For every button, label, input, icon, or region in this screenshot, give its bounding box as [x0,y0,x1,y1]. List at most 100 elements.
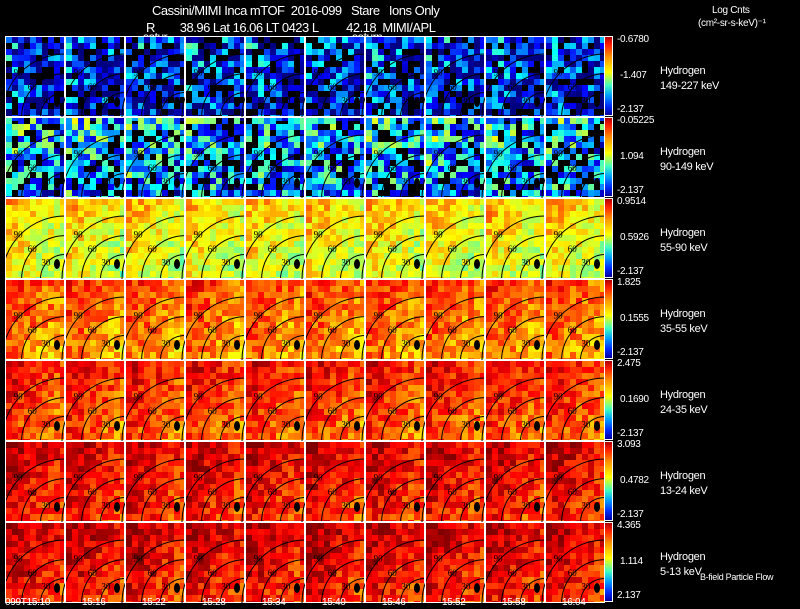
heatmap-cell [240,49,246,55]
heatmap-cell [522,130,528,136]
heatmap-cell [498,229,504,235]
contour-line [61,134,126,199]
heatmap-cell [60,79,66,85]
heatmap-cell [300,253,306,259]
heatmap-cell [150,130,156,136]
heatmap-cell [138,205,144,211]
heatmap-cell [114,304,120,310]
heatmap-cell [492,190,498,196]
heatmap-cell [384,235,390,241]
heatmap-cell [24,229,30,235]
heatmap-cell [432,79,438,85]
heatmap-cell [66,286,72,292]
heatmap-cell [174,118,180,124]
heatmap-cell [78,223,84,229]
heatmap-cell [66,49,72,55]
heatmap-cell [294,223,300,229]
heatmap-cell [516,172,522,178]
heatmap-cell [78,79,84,85]
heatmap-cell [498,124,504,130]
heatmap-cell [30,160,36,166]
heatmap-cell [12,178,18,184]
heatmap-cell [540,235,546,241]
heatmap-cell [240,178,246,184]
heatmap-cell [342,190,348,196]
heatmap-cell [390,298,396,304]
heatmap-cell [462,199,468,205]
heatmap-cell [96,271,102,277]
heatmap-cell [174,73,180,79]
heatmap-cell [72,148,78,154]
heatmap-cell [384,223,390,229]
heatmap-cell [288,172,294,178]
heatmap-cell [576,55,582,61]
heatmap-cell [168,37,174,43]
heatmap-cell [60,43,66,49]
heatmap-cell [384,241,390,247]
heatmap-cell [324,172,330,178]
heatmap-cell [570,229,576,235]
heatmap-cell [486,148,492,154]
heatmap-cell [108,310,114,316]
heatmap-cell [480,79,486,85]
heatmap-cell [510,217,516,223]
heatmap-cell [276,49,282,55]
heatmap-cell [108,61,114,67]
heatmap-cell [336,178,342,184]
heatmap-cell [330,229,336,235]
heatmap-cell [414,241,420,247]
heatmap-cell [42,118,48,124]
heatmap-cell [168,118,174,124]
heatmap-cell [240,241,246,247]
heatmap-cell [318,85,324,91]
heatmap-cell [600,217,605,223]
heatmap-cell [90,172,96,178]
heatmap-cell [366,304,372,310]
heatmap-cell [462,292,468,298]
contour-line [40,335,66,361]
heatmap-cell [390,142,396,148]
heatmap-cell [390,265,396,271]
heatmap-cell [204,286,210,292]
heatmap-cell [210,259,216,265]
heatmap-cell [348,205,354,211]
heatmap-cell [486,271,492,277]
heatmap-cell [18,280,24,286]
heatmap-cell [474,124,480,130]
heatmap-cell [228,280,234,286]
heatmap-cell [294,73,300,79]
heatmap-cell [138,136,144,142]
heatmap-cell [378,55,384,61]
heatmap-cell [324,247,330,253]
heatmap-cell [264,124,270,130]
heatmap-cell [462,43,468,49]
contour-line [301,215,366,280]
heatmap-cell [546,109,552,115]
heatmap-cell [18,229,24,235]
heatmap-cell [588,166,594,172]
heatmap-cell [576,253,582,259]
heatmap-cell [456,109,462,115]
heatmap-cell [306,229,312,235]
heatmap-cell [216,103,222,109]
heatmap-cell [282,154,288,160]
heatmap-cell [588,247,594,253]
heatmap-cell [126,91,132,97]
heatmap-cell [174,229,180,235]
heatmap-cell [180,223,186,229]
heatmap-cell [468,190,474,196]
heatmap-cell [372,61,378,67]
heatmap-cell [432,118,438,124]
heatmap-cell [312,247,318,253]
contour-label: 60 [568,244,578,254]
heatmap-cell [414,205,420,211]
heatmap-cell [144,79,150,85]
heatmap-cell [522,223,528,229]
heatmap-cell [348,148,354,154]
heatmap-cell [402,259,408,265]
heatmap-cell [180,49,186,55]
heatmap-cell [138,217,144,223]
heatmap-cell [450,322,456,328]
heatmap-cell [318,79,324,85]
